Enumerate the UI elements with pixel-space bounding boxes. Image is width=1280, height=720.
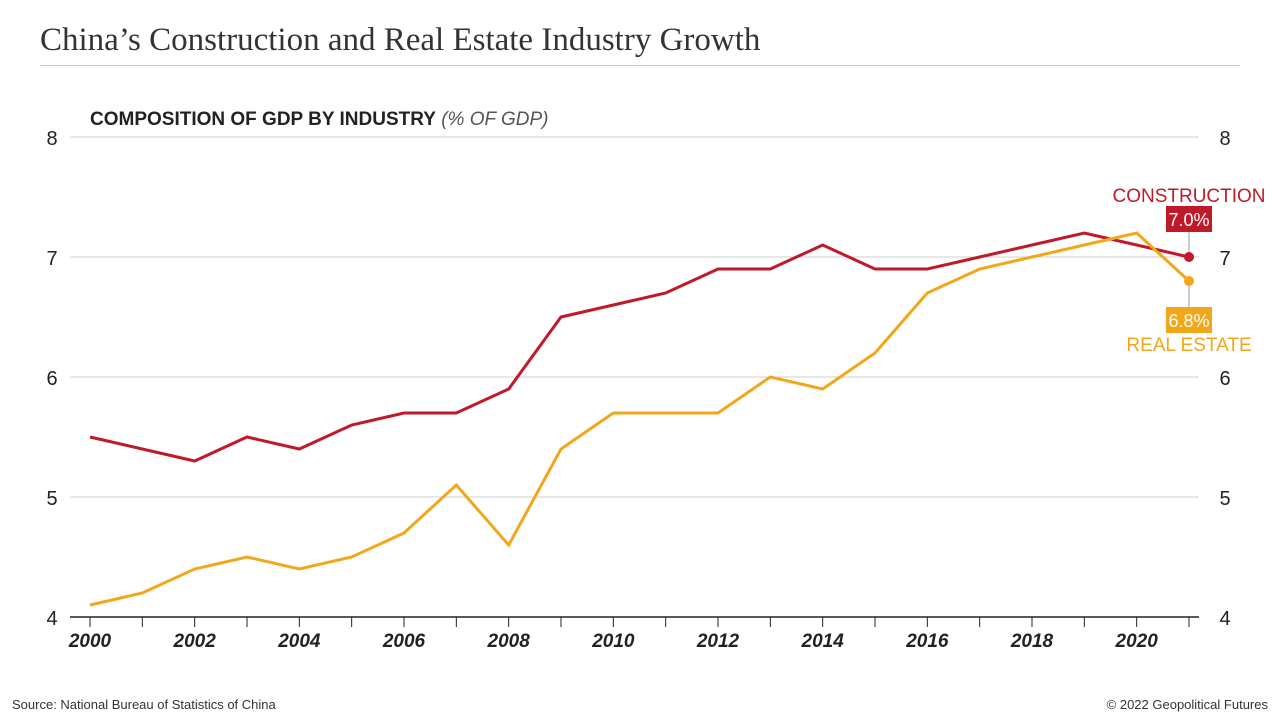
y-tick-label-left: 8: [46, 128, 57, 150]
construction-value-box: [1166, 206, 1212, 232]
x-tick-label: 2014: [801, 631, 845, 652]
y-tick-label-right: 6: [1219, 368, 1230, 390]
x-tick-label: 2010: [591, 631, 635, 652]
y-tick-label-right: 5: [1219, 488, 1230, 510]
series-line-real-estate: [89, 231, 1191, 607]
y-tick-label-left: 6: [46, 368, 57, 390]
title-divider: [40, 65, 1240, 66]
source-note: Source: National Bureau of Statistics of…: [12, 697, 276, 712]
y-tick-label-left: 5: [46, 488, 57, 510]
chart-title-main: COMPOSITION OF GDP BY INDUSTRY: [90, 109, 436, 130]
x-tick-label: 2000: [68, 631, 112, 652]
x-tick-label: 2020: [1115, 631, 1159, 652]
y-tick-label-right: 7: [1219, 248, 1230, 270]
series-line-construction: [89, 231, 1190, 463]
chart-title: COMPOSITION OF GDP BY INDUSTRY (% OF GDP…: [90, 109, 549, 131]
real-estate-end-marker: [1184, 276, 1194, 286]
y-tick-label-right: 8: [1219, 128, 1230, 150]
page-title: China’s Construction and Real Estate Ind…: [40, 22, 761, 58]
x-tick-label: 2018: [1010, 631, 1054, 652]
x-tick-label: 2012: [696, 631, 740, 652]
real-estate-value-box: [1166, 307, 1212, 333]
x-tick-label: 2004: [277, 631, 321, 652]
construction-value-label: 7.0%: [1168, 210, 1209, 230]
y-tick-label-left: 4: [46, 608, 57, 630]
y-tick-label-left: 7: [46, 248, 57, 270]
construction-end-marker: [1184, 252, 1194, 262]
y-tick-label-right: 4: [1219, 608, 1230, 630]
construction-series-label: CONSTRUCTION: [1112, 186, 1265, 207]
x-tick-label: 2006: [382, 631, 426, 652]
real-estate-value-label: 6.8%: [1168, 311, 1209, 331]
copyright-note: © 2022 Geopolitical Futures: [1106, 697, 1268, 712]
real-estate-series-label: REAL ESTATE: [1126, 335, 1251, 356]
chart-title-unit: (% OF GDP): [441, 109, 549, 130]
x-tick-label: 2008: [487, 631, 531, 652]
x-tick-label: 2016: [905, 631, 949, 652]
x-tick-label: 2002: [173, 631, 217, 652]
